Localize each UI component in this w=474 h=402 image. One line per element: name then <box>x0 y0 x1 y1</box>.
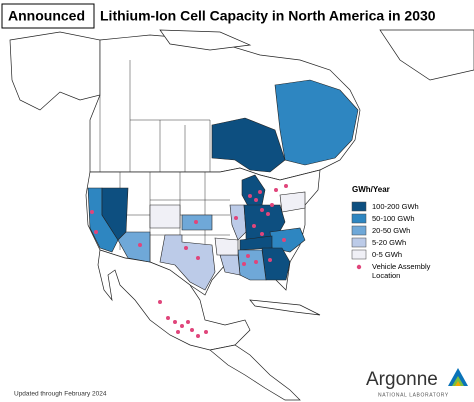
alabama-mississippi <box>237 249 267 281</box>
assembly-point <box>252 224 256 228</box>
tag: Announced <box>8 8 85 24</box>
alaska <box>9 31 101 111</box>
update-note: Updated through February 2024 <box>14 391 107 398</box>
pennsylvania <box>279 191 306 213</box>
legend-swatch <box>351 225 367 236</box>
assembly-point <box>166 316 170 320</box>
map <box>9 29 474 401</box>
assembly-point <box>260 232 264 236</box>
logo-text: Argonne <box>366 369 438 390</box>
assembly-points <box>90 184 288 338</box>
legend-swatch <box>351 201 367 212</box>
greenland <box>379 29 474 81</box>
assembly-point <box>254 198 258 202</box>
assembly-point <box>246 254 250 258</box>
quebec <box>274 79 359 166</box>
legend-label: 100-200 GWh <box>372 202 419 211</box>
assembly-point <box>186 320 190 324</box>
logo-shape <box>455 381 461 386</box>
assembly-point <box>254 260 258 264</box>
assembly-point <box>94 230 98 234</box>
legend-items: 100-200 GWh 50-100 GWh 20-50 GWh 5-20 GWh 0-… <box>351 201 431 280</box>
legend-marker <box>356 264 362 270</box>
assembly-point <box>90 210 94 214</box>
assembly-point <box>196 334 200 338</box>
legend-label: Vehicle Assembly Location <box>372 262 431 280</box>
legend-label: 50-100 GWh <box>372 214 415 223</box>
assembly-point <box>138 243 142 247</box>
assembly-point <box>282 238 286 242</box>
assembly-point <box>196 256 200 260</box>
assembly-point <box>274 188 278 192</box>
assembly-point <box>176 330 180 334</box>
central-america <box>209 344 301 401</box>
legend-title: GWh/Year <box>352 185 390 194</box>
title: Lithium-Ion Cell Capacity in North Ameri… <box>100 8 436 24</box>
logo-mark <box>448 368 468 386</box>
assembly-point <box>268 258 272 262</box>
texas <box>159 234 216 291</box>
assembly-point <box>270 203 274 207</box>
assembly-point <box>158 300 162 304</box>
legend-swatch <box>351 249 367 260</box>
assembly-point <box>194 220 198 224</box>
assembly-point <box>266 212 270 216</box>
tag-box <box>1 3 95 29</box>
legend-label: 5-20 GWh <box>372 238 406 247</box>
arkansas <box>214 237 239 256</box>
arctic-islands <box>159 29 252 51</box>
assembly-point <box>234 216 238 220</box>
utah-colorado <box>149 204 181 229</box>
assembly-point <box>284 184 288 188</box>
legend-swatch <box>351 213 367 224</box>
legend-label: 0-5 GWh <box>372 250 402 259</box>
illinois <box>229 204 247 241</box>
assembly-point <box>242 262 246 266</box>
ontario <box>211 117 286 173</box>
cuba <box>249 299 321 316</box>
legend-label: 20-50 GWh <box>372 226 410 235</box>
logo-sub: NATIONAL LABORATORY <box>378 392 449 398</box>
assembly-point <box>204 330 208 334</box>
assembly-point <box>173 320 177 324</box>
assembly-point <box>260 208 264 212</box>
assembly-point <box>184 246 188 250</box>
legend-swatch <box>351 237 367 248</box>
assembly-point <box>180 324 184 328</box>
assembly-point <box>248 194 252 198</box>
assembly-point <box>190 328 194 332</box>
assembly-point <box>258 190 262 194</box>
legend: GWh/Year 100-200 GWh 50-100 GWh 20-50 GWh 5… <box>351 185 431 280</box>
arizona <box>117 231 151 263</box>
